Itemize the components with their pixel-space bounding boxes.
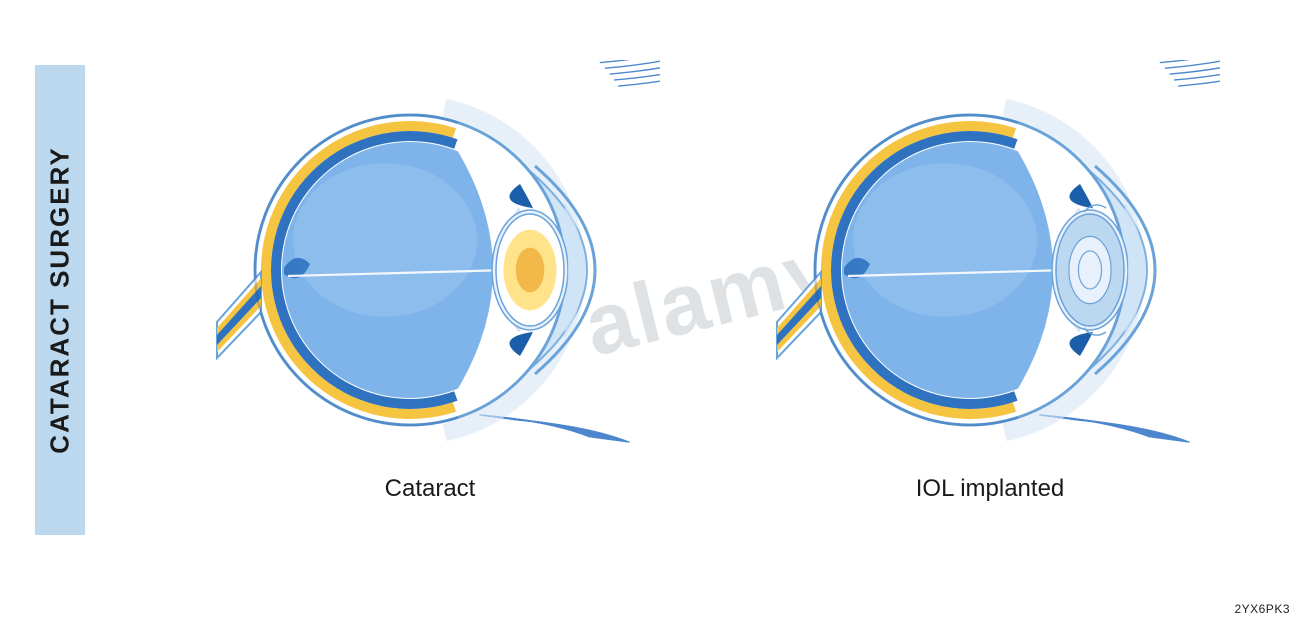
eye-svg-iol bbox=[760, 60, 1220, 480]
caption-iol: IOL implanted bbox=[760, 475, 1220, 503]
sidebar: CATARACT SURGERY bbox=[35, 65, 85, 535]
footer-image-id: 2YX6PK3 bbox=[1234, 602, 1290, 616]
sidebar-title: CATARACT SURGERY bbox=[45, 146, 76, 453]
eye-diagram-iol bbox=[760, 60, 1220, 480]
caption-cataract: Cataract bbox=[200, 475, 660, 503]
footer: 2YX6PK3 bbox=[0, 600, 1300, 620]
diagram-stage: alamy Cataract IOL implanted bbox=[120, 0, 1300, 620]
eye-svg-cataract bbox=[200, 60, 660, 480]
eye-diagram-cataract bbox=[200, 60, 660, 480]
